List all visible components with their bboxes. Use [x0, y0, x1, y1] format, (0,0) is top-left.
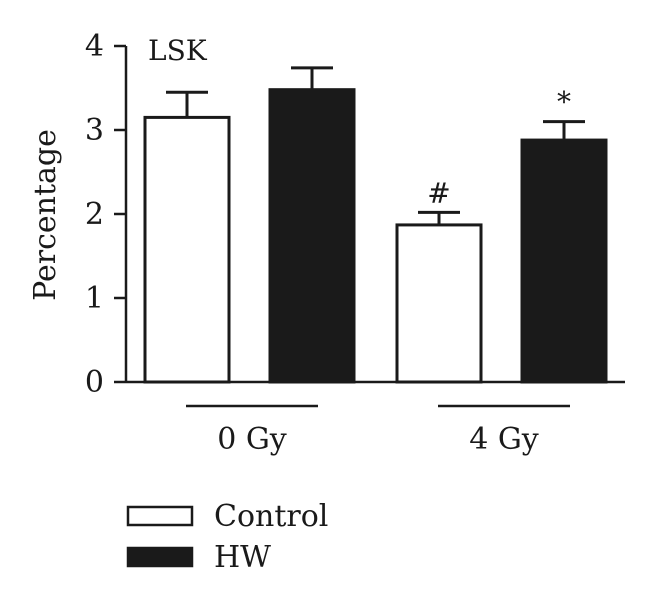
- legend-label-hw: HW: [214, 540, 271, 575]
- y-tick-label-4: 4: [85, 29, 104, 64]
- bars-layer: #*: [143, 66, 608, 384]
- y-tick-label-0: 0: [85, 365, 104, 400]
- legend-label-control: Control: [214, 499, 328, 534]
- bar-control-0: [143, 115, 231, 384]
- group-labels: 0 Gy 4 Gy: [186, 404, 570, 457]
- panel-title: LSK: [148, 34, 208, 67]
- bar-hw-0: [268, 88, 356, 384]
- y-tick-label-3: 3: [85, 113, 104, 148]
- y-tick-label-2: 2: [85, 197, 104, 232]
- legend-swatch-hw: [126, 546, 194, 568]
- y-axis-label: Percentage: [28, 129, 63, 301]
- legend-swatch-control: [126, 505, 194, 527]
- significance-mark-control-1: #: [427, 176, 450, 209]
- bar-hw-1: [520, 138, 608, 384]
- y-tick-label-1: 1: [85, 281, 104, 316]
- group-label-0: 0 Gy: [217, 422, 287, 457]
- significance-mark-hw-1: *: [557, 86, 571, 119]
- group-label-1: 4 Gy: [469, 422, 539, 457]
- legend: Control HW: [126, 499, 328, 575]
- bar-control-1: [395, 223, 483, 384]
